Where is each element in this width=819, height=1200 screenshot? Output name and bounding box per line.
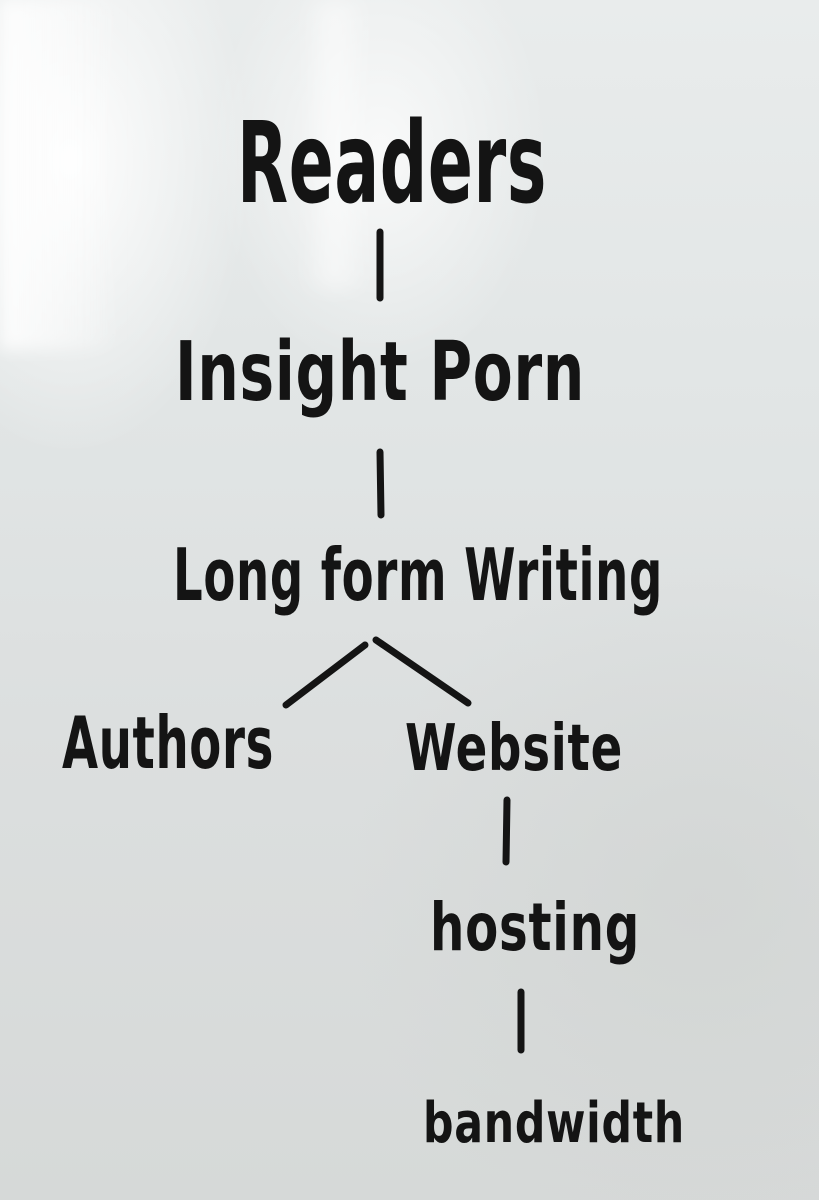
node-insight-porn: Insight Porn [175, 325, 585, 420]
connector-insight-longform [376, 448, 385, 519]
connector-longform-website [372, 636, 472, 707]
node-long-form-writing: Long form Writing [173, 533, 663, 617]
node-hosting: hosting [430, 889, 640, 966]
node-bandwidth: bandwidth [423, 1091, 685, 1156]
connector-website-hosting [502, 796, 511, 866]
node-authors: Authors [62, 701, 274, 785]
node-readers: Readers [237, 99, 547, 229]
node-website: Website [405, 712, 623, 786]
connector-longform-authors [282, 641, 369, 709]
